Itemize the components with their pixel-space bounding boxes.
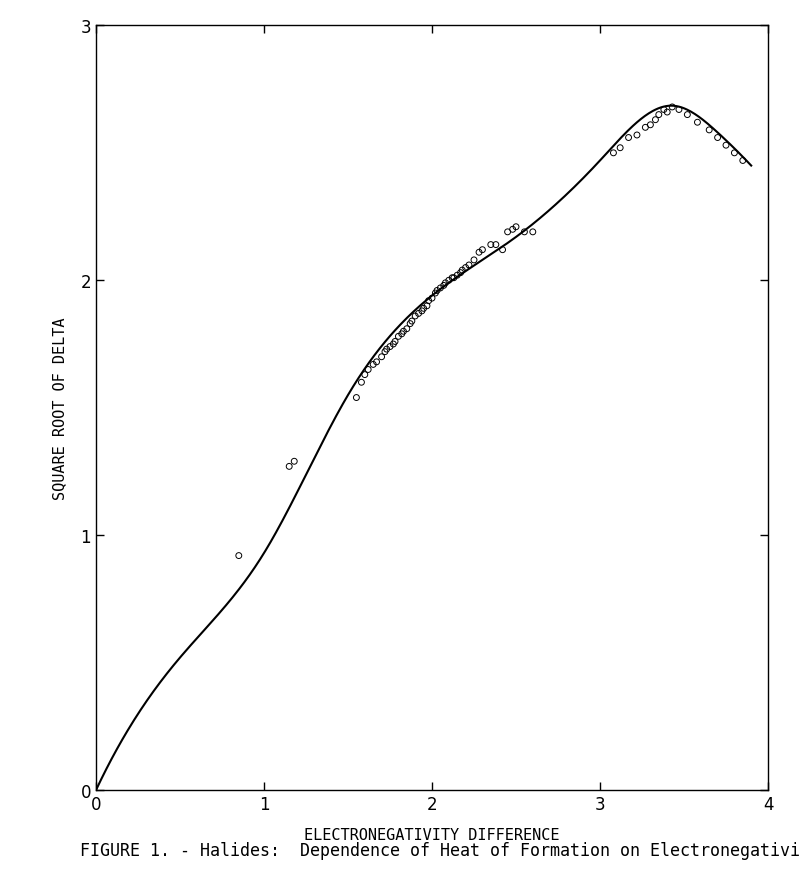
Point <box>401 322 414 336</box>
Point <box>490 238 502 252</box>
Point <box>467 254 480 268</box>
Point <box>496 243 509 257</box>
Point <box>691 116 704 130</box>
Point <box>232 549 245 563</box>
Point <box>415 305 428 319</box>
Point <box>462 259 475 273</box>
Point <box>639 121 652 135</box>
Point <box>518 226 531 240</box>
Point <box>456 263 469 277</box>
Point <box>283 460 296 474</box>
Point <box>421 299 434 313</box>
Point <box>728 147 741 161</box>
Point <box>362 363 374 378</box>
Point <box>607 147 620 161</box>
Point <box>447 271 460 285</box>
Point <box>429 286 442 300</box>
Point <box>451 269 464 283</box>
Point <box>387 337 400 351</box>
Point <box>485 238 498 252</box>
Point <box>476 243 489 257</box>
Point <box>358 368 371 382</box>
Point <box>473 246 486 260</box>
Point <box>375 350 388 364</box>
Point <box>442 274 455 288</box>
Point <box>404 317 417 331</box>
Point <box>649 113 662 127</box>
Point <box>355 376 368 390</box>
Point <box>711 132 724 146</box>
Point <box>614 141 626 155</box>
Y-axis label: SQUARE ROOT OF DELTA: SQUARE ROOT OF DELTA <box>52 317 66 500</box>
Point <box>673 104 686 118</box>
Point <box>350 391 363 405</box>
Point <box>418 302 430 316</box>
Point <box>506 223 519 237</box>
Point <box>661 106 674 120</box>
Point <box>510 220 522 234</box>
Point <box>397 325 410 339</box>
Point <box>622 132 635 146</box>
Point <box>422 294 435 308</box>
Point <box>392 330 405 344</box>
Point <box>409 310 422 324</box>
Point <box>384 340 397 354</box>
Point <box>366 358 379 372</box>
Point <box>630 129 643 143</box>
Point <box>370 356 383 370</box>
Point <box>380 342 393 356</box>
Text: FIGURE 1. - Halides:  Dependence of Heat of Formation on Electronegativity Diffe: FIGURE 1. - Halides: Dependence of Heat … <box>80 841 800 859</box>
Point <box>439 277 452 291</box>
Point <box>446 271 458 285</box>
Point <box>526 226 539 240</box>
Point <box>426 291 438 306</box>
X-axis label: ELECTRONEGATIVITY DIFFERENCE: ELECTRONEGATIVITY DIFFERENCE <box>304 827 560 842</box>
Point <box>459 262 472 276</box>
Point <box>389 335 402 349</box>
Point <box>412 307 425 321</box>
Point <box>454 266 467 280</box>
Point <box>406 314 418 328</box>
Point <box>438 279 450 293</box>
Point <box>666 101 678 115</box>
Point <box>720 139 733 153</box>
Point <box>653 109 666 123</box>
Point <box>434 282 446 296</box>
Point <box>288 455 301 469</box>
Point <box>378 345 391 359</box>
Point <box>395 327 408 342</box>
Point <box>681 109 694 123</box>
Point <box>644 119 657 133</box>
Point <box>430 284 443 299</box>
Point <box>737 155 750 169</box>
Point <box>658 104 670 118</box>
Point <box>501 226 514 240</box>
Point <box>702 124 715 138</box>
